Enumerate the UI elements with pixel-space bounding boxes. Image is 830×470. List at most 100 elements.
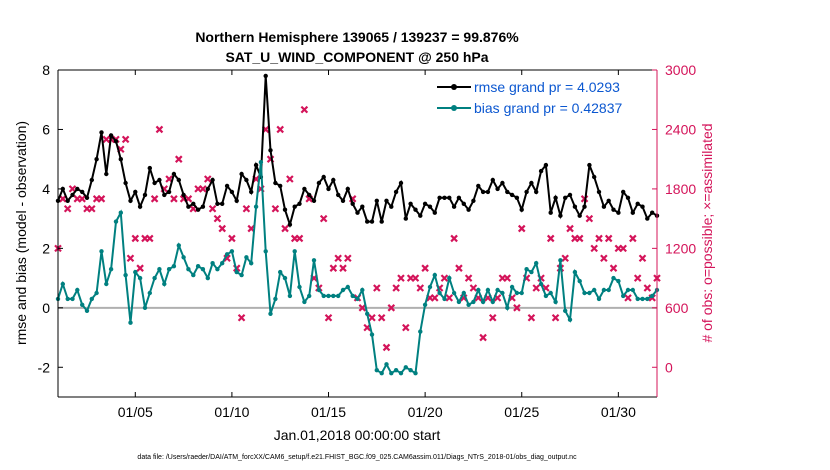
rmse-point <box>519 207 524 212</box>
rmse-point <box>451 204 457 209</box>
obs-assimilated-marker <box>88 204 96 213</box>
bias-point <box>650 293 655 299</box>
bias-point <box>365 311 370 316</box>
rmse-point <box>171 171 177 177</box>
bias-point <box>606 287 611 293</box>
bias-point <box>157 267 162 272</box>
bias-point <box>577 278 582 284</box>
rmse-point <box>326 186 331 192</box>
bias-point <box>200 267 206 272</box>
obs-assimilated-marker <box>377 313 386 322</box>
obs-assimilated-marker <box>281 224 289 233</box>
bias-point <box>292 249 297 254</box>
obs-assimilated-marker <box>237 313 246 322</box>
bias-point <box>389 371 394 376</box>
rmse-point <box>427 204 433 209</box>
bias-point <box>625 287 631 293</box>
rmse-point <box>442 195 447 200</box>
bias-point <box>70 296 75 302</box>
rmse-point <box>186 204 191 209</box>
rmse-point <box>108 133 114 138</box>
rmse-point <box>123 180 128 186</box>
bias-point <box>437 290 442 296</box>
bias-point <box>640 296 645 302</box>
bias-point <box>379 371 384 376</box>
bias-point <box>336 293 341 299</box>
rmse-point <box>572 204 578 209</box>
rmse-point <box>215 201 220 206</box>
bias-point <box>195 264 201 269</box>
bias-point <box>601 287 607 293</box>
obs-assimilated-marker <box>373 284 381 292</box>
y-left-tick-label: -2 <box>38 359 51 375</box>
rmse-point <box>205 186 210 192</box>
bias-point <box>422 302 428 307</box>
rmse-point <box>553 195 558 200</box>
rmse-point <box>563 195 568 200</box>
x-tick-label: 01/25 <box>504 404 539 420</box>
obs-assimilated-marker <box>551 313 560 322</box>
bias-point <box>408 368 413 373</box>
obs-assimilated-marker <box>319 214 328 223</box>
rmse-point <box>321 174 326 180</box>
rmse-point <box>224 183 230 189</box>
bias-point <box>128 320 133 325</box>
y-left-tick-label: 2 <box>42 240 50 256</box>
bias-point <box>244 255 249 260</box>
rmse-point <box>490 177 495 183</box>
bias-point <box>529 269 534 275</box>
bias-point <box>635 296 640 302</box>
obs-assimilated-marker <box>575 234 584 243</box>
obs-assimilated-marker <box>344 254 352 263</box>
bias-point <box>302 299 307 305</box>
bias-point <box>65 296 70 302</box>
obs-assimilated-marker <box>561 254 569 263</box>
y-left-tick-label: 0 <box>42 300 50 316</box>
rmse-point <box>403 216 408 221</box>
y-left-tick-label: 4 <box>42 181 50 197</box>
obs-assimilated-marker <box>629 234 637 243</box>
rmse-point <box>630 210 635 215</box>
bias-point <box>432 272 437 278</box>
rmse-point <box>611 207 616 212</box>
chart-title: Northern Hemisphere 139065 / 139237 = 99… <box>195 29 519 45</box>
y-right-tick-label: 2400 <box>665 121 696 137</box>
bias-point <box>360 287 365 293</box>
rmse-point <box>181 192 186 198</box>
obs-assimilated-marker <box>121 135 130 144</box>
bias-point <box>273 296 278 302</box>
bias-point <box>258 160 264 165</box>
bias-point <box>350 293 355 299</box>
y-left-tick-label: 6 <box>42 121 50 137</box>
bias-point <box>471 299 476 305</box>
obs-assimilated-marker <box>643 284 652 292</box>
bias-point <box>630 287 635 293</box>
bias-point <box>278 269 283 275</box>
rmse-point <box>142 192 148 198</box>
obs-assimilated-marker <box>339 264 347 272</box>
rmse-point <box>75 186 80 192</box>
rmse-point <box>476 183 481 189</box>
obs-assimilated-marker <box>203 175 212 183</box>
rmse-point <box>471 198 476 203</box>
rmse-point <box>118 157 124 162</box>
bias-point <box>369 332 375 337</box>
bias-point <box>447 275 452 281</box>
bias-point <box>287 293 293 299</box>
bias-point <box>99 249 104 254</box>
rmse-point <box>244 177 249 183</box>
rmse-point <box>645 216 650 221</box>
bias-point <box>321 293 326 299</box>
rmse-point <box>577 213 582 218</box>
obs-assimilated-marker <box>78 195 86 203</box>
rmse-point <box>524 189 529 195</box>
bias-point <box>191 272 196 278</box>
bias-point <box>427 284 433 290</box>
obs-assimilated-marker <box>146 234 154 243</box>
bias-point <box>587 290 592 296</box>
rmse-point <box>592 174 597 180</box>
obs-assimilated-marker <box>532 284 541 292</box>
obs-assimilated-marker <box>513 304 521 312</box>
bias-point <box>534 261 539 266</box>
